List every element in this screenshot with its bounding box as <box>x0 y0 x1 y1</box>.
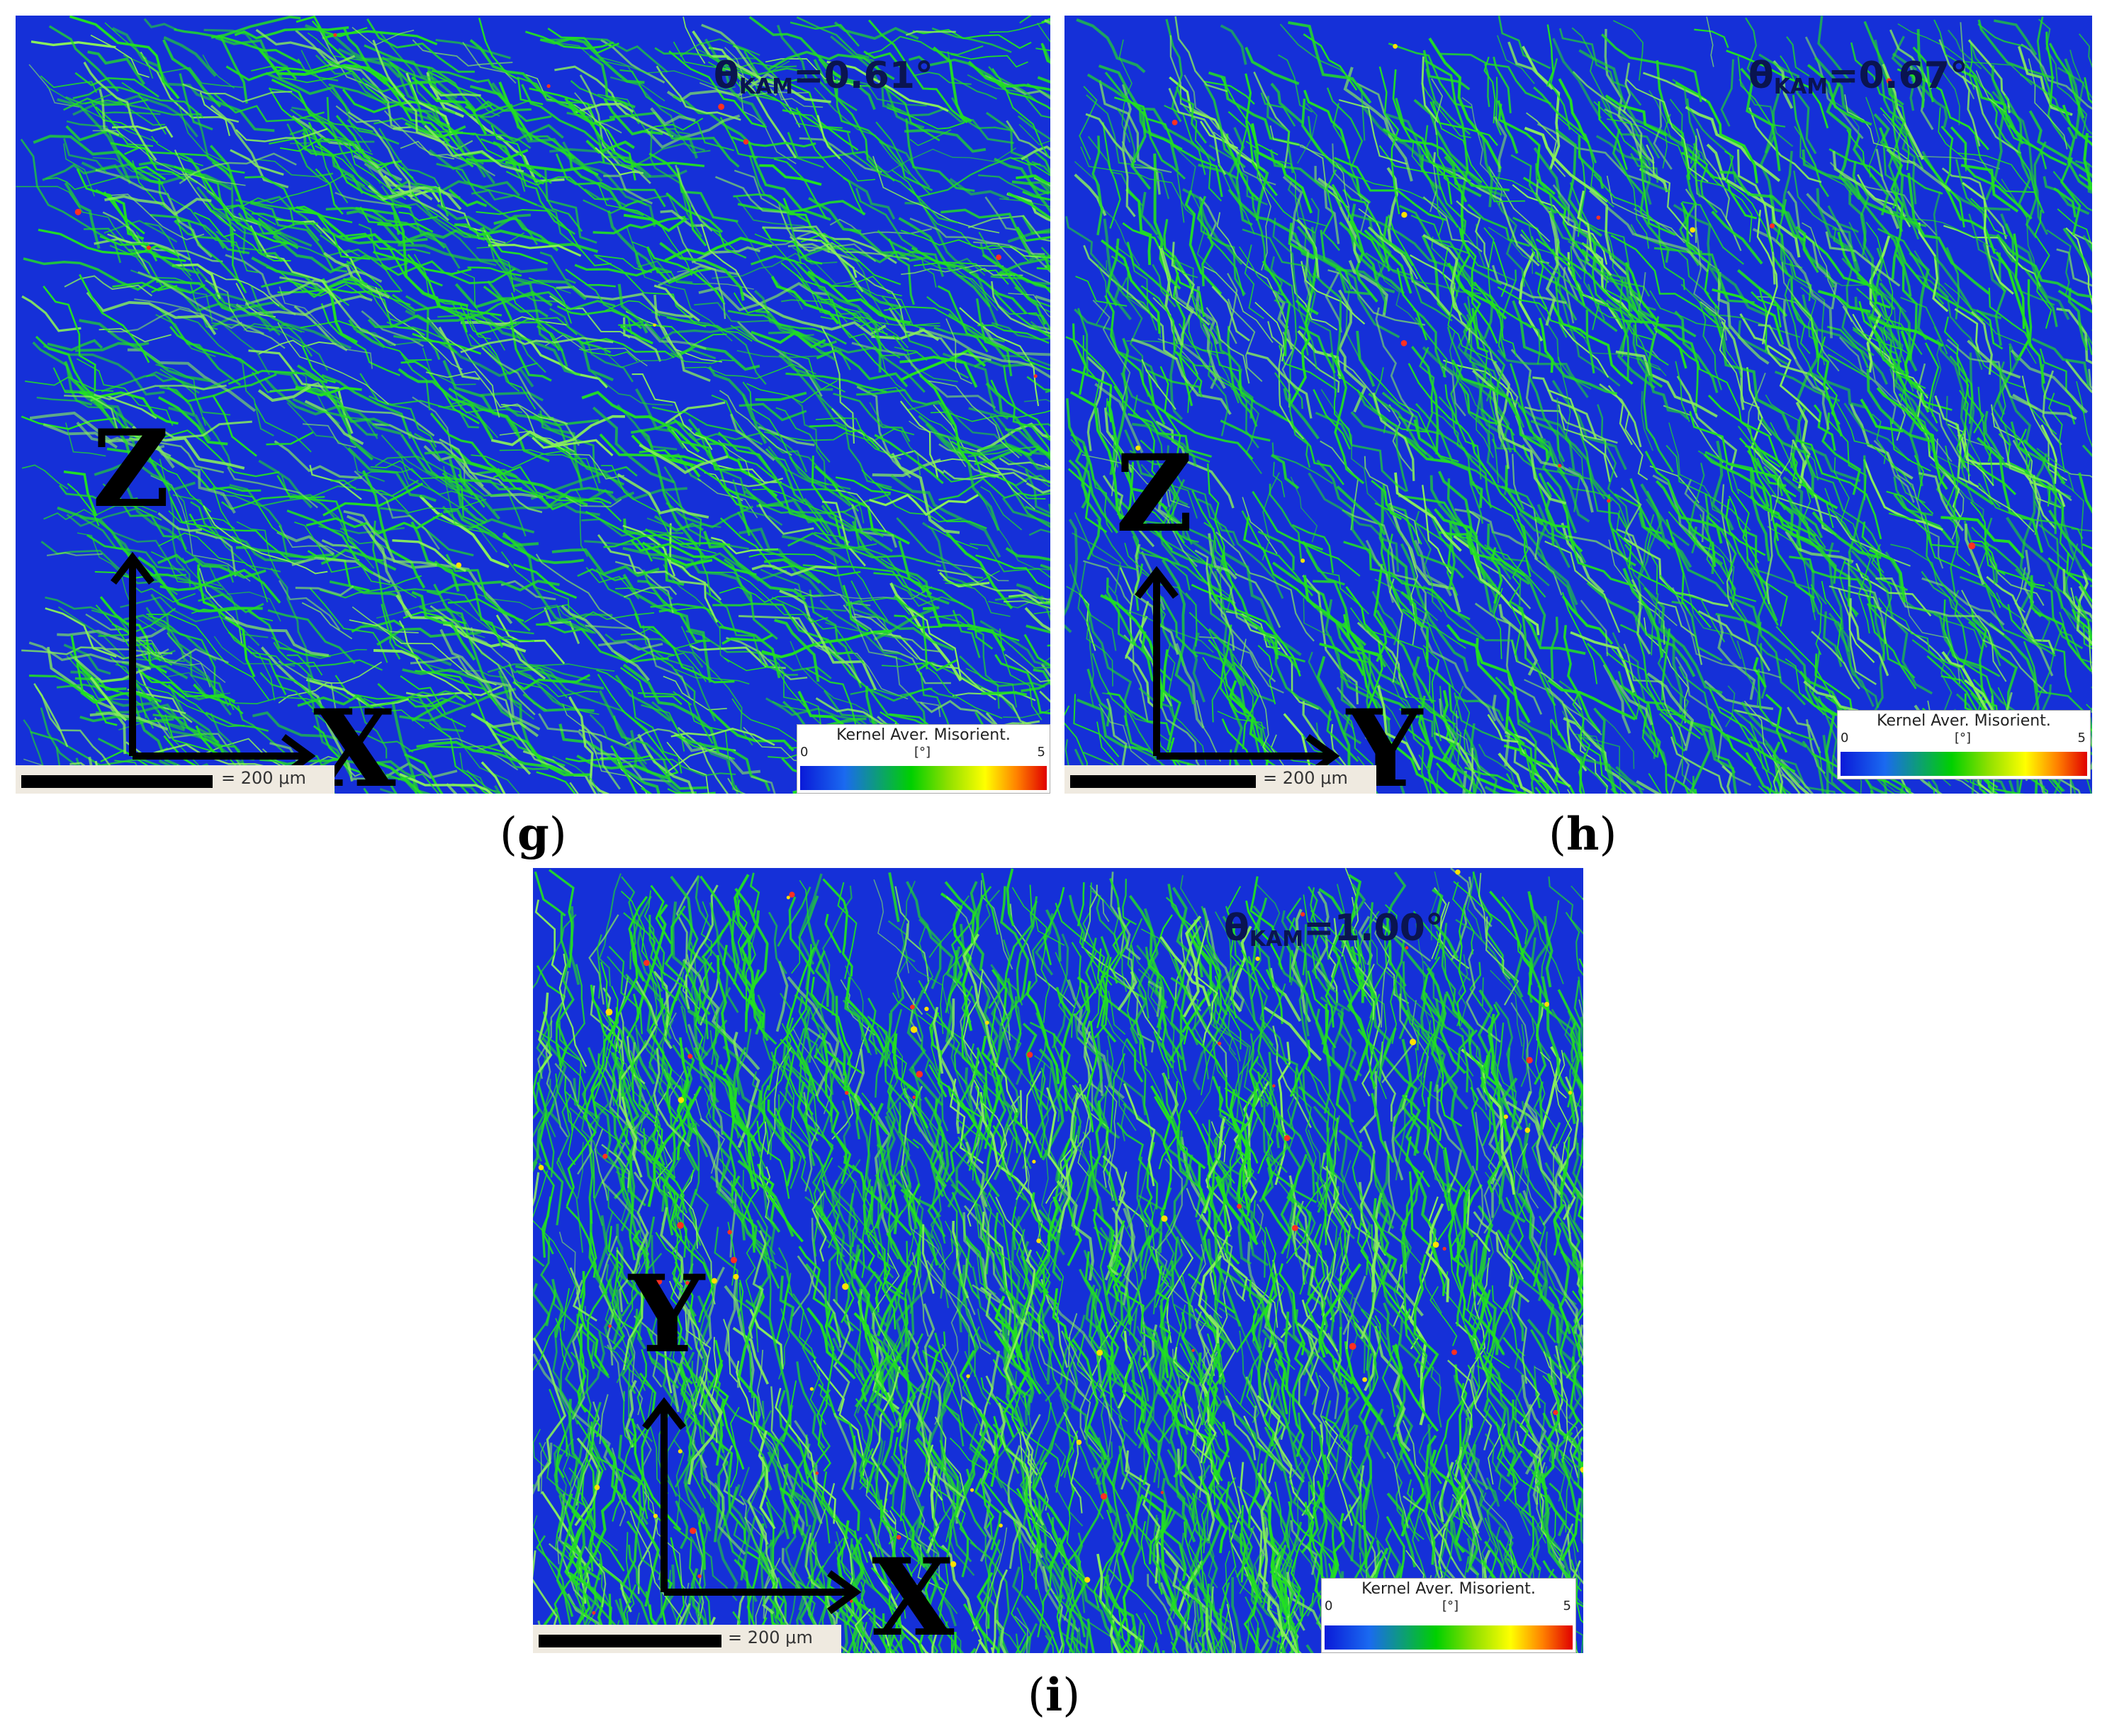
scale-bar-i: = 200 μm <box>533 1625 841 1653</box>
scale-bar-g: = 200 μm <box>16 765 335 794</box>
kam-label-g: θKAM=0.61° <box>714 55 933 99</box>
kam-texture-g <box>16 16 1050 794</box>
legend-title-i: Kernel Aver. Misorient. <box>1361 1580 1536 1598</box>
color-legend-g: Kernel Aver. Misorient. 0 [°] 5 <box>797 724 1050 794</box>
axes-arrows-h <box>1135 565 1340 779</box>
legend-unit-g: [°] <box>914 745 931 760</box>
legend-min-g: 0 <box>800 745 809 760</box>
kam-map-h: θKAM=0.67° Z Y = 200 μm Kernel Aver. Mis… <box>1064 16 2092 794</box>
scale-bar-text-i: = 200 μm <box>728 1628 813 1647</box>
legend-title-g: Kernel Aver. Misorient. <box>836 726 1011 744</box>
scale-bar-h: = 200 μm <box>1064 765 1376 794</box>
legend-gradient-h <box>1841 752 2087 776</box>
legend-unit-h: [°] <box>1955 731 1972 745</box>
kam-label-h: θKAM=0.67° <box>1748 55 1968 99</box>
legend-max-g: 5 <box>1037 745 1045 760</box>
caption-i: (i) <box>1028 1669 1081 1722</box>
legend-unit-i: [°] <box>1442 1599 1459 1613</box>
legend-max-i: 5 <box>1563 1599 1571 1613</box>
axis-z-label-h: Z <box>1116 432 1193 556</box>
axis-x-label-i: X <box>872 1535 955 1653</box>
scale-bar-text-h: = 200 μm <box>1263 768 1348 788</box>
kam-texture-i <box>533 868 1583 1653</box>
legend-max-h: 5 <box>2077 731 2086 745</box>
kam-label-i: θKAM=1.00° <box>1224 907 1444 952</box>
legend-min-i: 0 <box>1325 1599 1333 1613</box>
legend-gradient-i <box>1325 1625 1573 1650</box>
caption-g: (g) <box>500 808 567 861</box>
legend-title-h: Kernel Aver. Misorient. <box>1877 712 2051 730</box>
kam-map-g: θKAM=0.61° Z X = 200 μm Kernel Aver. Mis… <box>16 16 1050 794</box>
scale-bar-text-g: = 200 μm <box>221 768 306 788</box>
legend-gradient-g <box>800 766 1047 790</box>
axis-z-label-g: Z <box>92 407 170 531</box>
legend-min-h: 0 <box>1841 731 1849 745</box>
color-legend-i: Kernel Aver. Misorient. 0 [°] 5 <box>1321 1578 1576 1653</box>
color-legend-h: Kernel Aver. Misorient. 0 [°] 5 <box>1837 710 2091 779</box>
caption-h: (h) <box>1549 808 1617 861</box>
axes-arrows-i <box>642 1397 862 1615</box>
kam-map-i: θKAM=1.00° Y X = 200 μm Kernel Aver. Mis… <box>533 868 1583 1653</box>
axis-y-label-i: Y <box>629 1252 705 1377</box>
axes-arrows-g <box>111 551 316 779</box>
